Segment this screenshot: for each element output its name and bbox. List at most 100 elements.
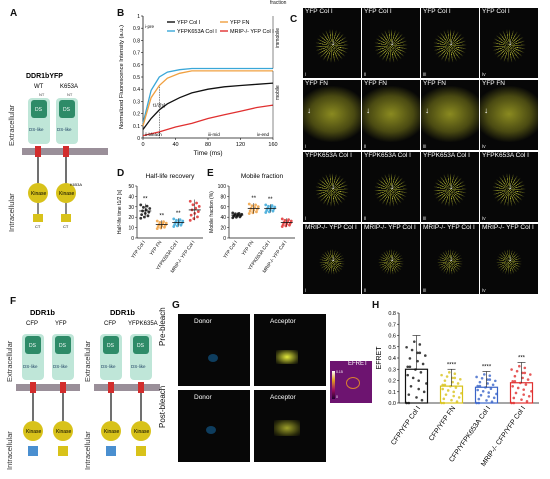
h-point	[529, 373, 532, 376]
c-cell-r2-ii: YFP FN ii ↓	[362, 80, 420, 150]
c-cell-label: YFP Col I	[482, 8, 510, 15]
b-x-tick-label: 120	[236, 142, 245, 148]
c-cell-r4-ii: MRIP-/- YFP Col I ii ↓	[362, 224, 420, 294]
c-cell-label: YFPK653A Col I	[482, 152, 529, 159]
c-arrow-icon: ↓	[366, 106, 370, 115]
b-thalf-label: t1/2[s]	[153, 102, 165, 107]
e-y-tick-label: 80	[220, 194, 226, 200]
c-cell-label: YFP Col I	[364, 8, 392, 15]
h-y-tick-label: 0.7	[388, 322, 396, 328]
h-y-tick-label: 0.8	[388, 311, 396, 317]
h-point	[483, 373, 486, 376]
d-point	[139, 216, 143, 220]
e-y-axis-label: Mobile fraction (%)	[209, 191, 215, 233]
c-cell-r3-i: YFPK653A Col I i ↓	[303, 152, 361, 222]
c-arrow-icon: ↓	[484, 106, 488, 115]
h-point	[443, 379, 447, 382]
d-point	[189, 213, 193, 217]
h-point	[409, 384, 413, 388]
c-roman-label: iv	[482, 144, 486, 150]
h-y-tick-label: 0.6	[388, 334, 396, 340]
h-point	[512, 401, 516, 405]
panel-f-schematic: DDR1b CFP YFP DS DS-like DS DS-like Kina…	[5, 308, 160, 470]
h-point	[477, 397, 481, 401]
h-point	[494, 379, 497, 383]
h-point	[513, 379, 517, 383]
d-point	[195, 201, 198, 205]
c-cell-signal	[374, 173, 408, 207]
c-arrow-icon: ↓	[390, 254, 394, 263]
e-y-tick-label: 60	[220, 205, 226, 211]
h-point	[520, 398, 523, 401]
c-cell-signal	[421, 86, 479, 142]
c-cell-label: YFP FN	[364, 80, 387, 87]
d-y-tick-label: 40	[128, 194, 134, 200]
b-legend-label: MRIP-/- YFP Col I	[230, 29, 274, 35]
b-y-tick-label: 1	[137, 14, 140, 20]
e-y-tick-label: 20	[220, 226, 226, 232]
h-point	[518, 364, 521, 368]
h-point	[510, 368, 513, 371]
c-arrow-icon: ↓	[390, 38, 394, 47]
e-y-tick-label: 0	[223, 236, 226, 242]
f-dslike-4: DS-like	[131, 364, 146, 369]
c-cell-label: YFPK653A Col I	[305, 152, 352, 159]
h-point	[510, 401, 513, 405]
h-y-tick-label: 0.0	[388, 401, 396, 407]
c-arrow-icon: ↓	[390, 182, 394, 191]
panel-label-g: G	[172, 300, 180, 311]
h-point	[452, 390, 455, 394]
h-point	[476, 384, 479, 388]
c-roman-label: iv	[482, 72, 486, 78]
h-point	[454, 386, 458, 389]
h-point	[525, 400, 529, 403]
d-point	[147, 210, 151, 214]
e-point	[248, 209, 252, 213]
h-point	[451, 380, 454, 384]
h-point	[442, 397, 446, 401]
c-arrow-icon: ↓	[331, 38, 335, 47]
g-acceptor-pre: Acceptor	[254, 314, 326, 386]
h-point	[446, 389, 450, 392]
h-point	[526, 378, 530, 381]
c-cell-label: YFPK653A Col I	[364, 152, 411, 159]
b-series-line	[142, 67, 273, 124]
d-y-tick-label: 0	[131, 236, 134, 242]
c-roman-label: iii	[423, 72, 427, 78]
b-x-axis-label: Time (ms)	[193, 150, 222, 157]
h-point	[513, 374, 517, 378]
h-point	[524, 383, 528, 386]
ds-label-k653a: DS	[63, 107, 71, 113]
d-point	[188, 218, 192, 222]
h-point	[491, 383, 495, 387]
h-point	[420, 398, 424, 402]
h-point	[489, 387, 493, 390]
panel-label-e: E	[207, 168, 214, 179]
c-cell-label: MRIP-/- YFP Col I	[364, 224, 416, 231]
cfp-tag	[28, 446, 38, 456]
c-cell-label: YFP FN	[482, 80, 505, 87]
h-point	[521, 376, 524, 380]
e-point	[256, 205, 260, 209]
h-point	[416, 351, 419, 355]
panel-label-f: F	[10, 296, 17, 307]
d-y-axis-label: Half-life time t1/2 [s]	[117, 189, 123, 234]
c-cell-signal	[437, 249, 463, 275]
g-acceptor-post: Acceptor	[254, 390, 326, 462]
e-title: Mobile fraction	[241, 173, 284, 180]
h-point	[521, 371, 524, 375]
h-point	[478, 380, 482, 384]
h-y-tick-label: 0.4	[388, 356, 396, 362]
d-y-tick-label: 30	[128, 205, 134, 211]
h-point	[442, 401, 446, 405]
h-point	[440, 373, 443, 377]
d-point	[145, 204, 149, 208]
c-cell-r4-iii: MRIP-/- YFP Col I iii ↓	[421, 224, 479, 294]
b-x-tick-label: 80	[205, 142, 211, 148]
e-point	[247, 202, 251, 206]
b-series-line	[142, 104, 274, 137]
h-point	[485, 399, 488, 402]
panel-label-b: B	[117, 8, 125, 19]
b-series-line	[142, 70, 273, 126]
